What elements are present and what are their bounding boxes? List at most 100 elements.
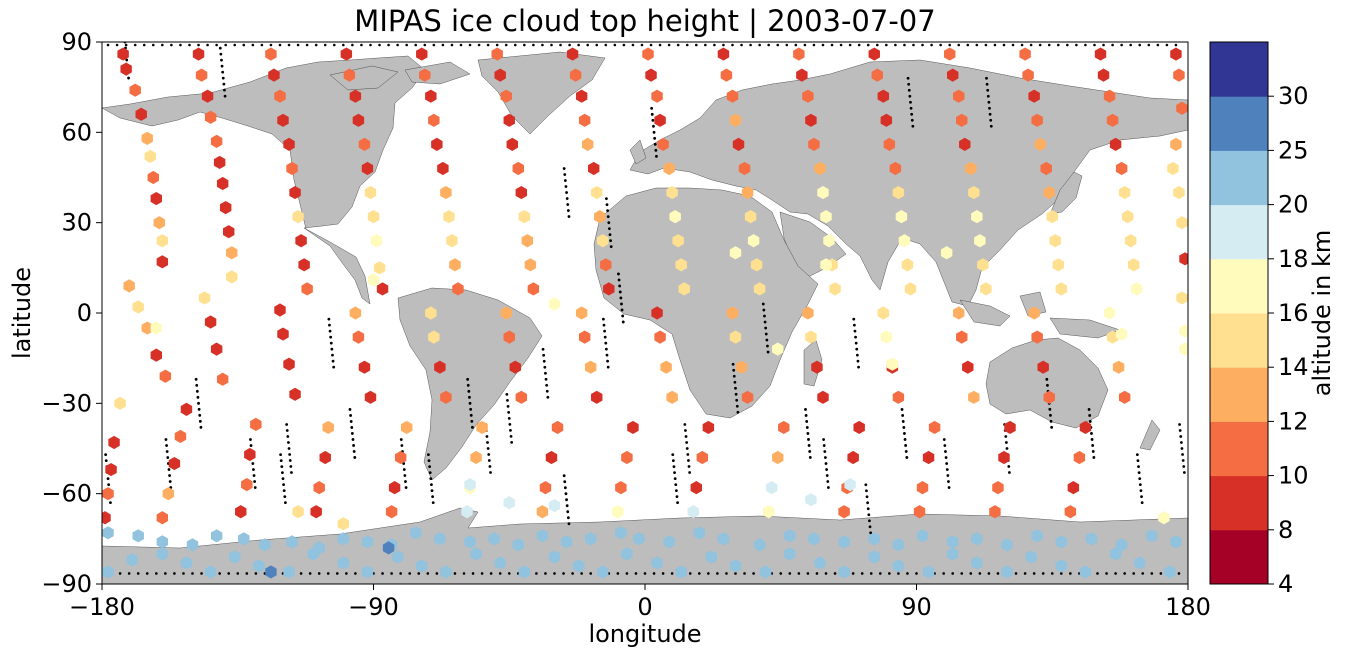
cloud-top-marker: [283, 137, 295, 151]
colorbar-label: altitude in km: [1308, 230, 1336, 397]
pole-track-dot: [625, 572, 629, 575]
track-dot: [608, 233, 612, 237]
pole-track-dot: [378, 43, 381, 47]
cloud-top-marker: [364, 185, 377, 200]
pole-track-dot: [975, 43, 979, 47]
track-dot: [1140, 495, 1143, 499]
track-dot: [651, 118, 655, 122]
cloud-top-marker: [153, 216, 166, 230]
cloud-top-marker: [1055, 559, 1068, 573]
track-dot: [468, 395, 471, 399]
land-british-isles: [629, 139, 647, 165]
track-dot: [822, 438, 825, 441]
track-dot: [1179, 435, 1183, 438]
cloud-top-marker: [367, 273, 380, 287]
track-dot: [287, 441, 290, 444]
land-eurasia: [629, 59, 1188, 307]
pole-track-dot: [432, 43, 436, 47]
pole-track-dot: [269, 43, 273, 47]
cloud-top-marker: [452, 282, 464, 296]
pole-track-dot: [504, 43, 508, 47]
cloud-top-marker: [729, 559, 742, 573]
cloud-top-marker: [1073, 450, 1086, 465]
y-tick-label: −60: [41, 480, 92, 508]
cloud-top-marker: [735, 360, 748, 374]
cloud-top-marker: [548, 499, 561, 513]
track-dot: [853, 329, 857, 333]
track-dot: [545, 389, 549, 393]
track-dot: [507, 410, 511, 414]
cloud-top-marker: [1079, 565, 1092, 579]
pole-track-dot: [1060, 572, 1063, 575]
pole-track-dot: [477, 43, 481, 47]
cloud-top-marker: [663, 535, 675, 549]
track-dot: [673, 477, 677, 481]
track-dot: [288, 453, 292, 456]
cloud-top-marker: [759, 565, 772, 579]
track-dot: [281, 471, 284, 475]
track-dot: [223, 94, 227, 98]
cloud-top-marker: [1004, 420, 1016, 435]
cloud-top-marker: [904, 282, 917, 296]
pole-track-dot: [532, 43, 535, 47]
cloud-top-marker: [615, 481, 627, 495]
pole-track-dot: [622, 43, 626, 47]
track-dot: [606, 215, 610, 219]
track-dot: [675, 495, 679, 499]
cloud-top-marker: [922, 565, 935, 579]
pole-track-dot: [1050, 572, 1054, 575]
pole-track-dot: [951, 572, 954, 575]
cloud-top-marker: [518, 210, 531, 224]
track-dot: [566, 516, 570, 520]
cloud-top-marker: [1167, 161, 1179, 176]
cloud-top-marker: [1109, 547, 1122, 561]
track-dot: [1090, 432, 1093, 435]
cloud-top-marker: [298, 258, 310, 272]
track-dot: [1137, 471, 1141, 475]
pole-track-dot: [987, 572, 991, 575]
pole-track-dot: [486, 43, 490, 47]
cloud-top-marker: [1028, 306, 1040, 320]
pole-track-dot: [752, 572, 755, 575]
cloud-top-marker: [1106, 330, 1119, 344]
cloud-top-marker: [156, 535, 169, 549]
pole-track-dot: [1011, 43, 1015, 47]
cloud-top-marker: [1115, 538, 1128, 552]
cloud-top-marker: [747, 234, 760, 248]
colorbar-tick-label: 20: [1278, 191, 1309, 219]
track-dot: [855, 353, 859, 357]
cloud-top-marker: [431, 137, 443, 151]
cloud-top-marker: [591, 185, 603, 200]
pole-track-dot: [423, 43, 427, 47]
pole-track-dot: [580, 572, 583, 575]
track-dot: [1135, 453, 1139, 457]
cloud-top-marker: [204, 565, 217, 579]
cloud-top-marker: [581, 137, 594, 151]
track-dot: [910, 112, 914, 116]
track-dot: [947, 486, 951, 489]
track-dot: [563, 480, 567, 484]
track-dot: [674, 483, 678, 487]
track-dot: [900, 408, 904, 411]
pole-track-dot: [586, 43, 589, 47]
pole-track-dot: [459, 43, 463, 47]
cloud-top-marker: [222, 225, 235, 239]
track-dot: [685, 441, 689, 444]
track-dot: [609, 239, 612, 243]
cloud-top-marker: [515, 185, 528, 200]
cloud-top-marker: [901, 258, 914, 272]
cloud-top-marker: [883, 137, 896, 151]
pole-track-dot: [978, 572, 982, 575]
track-dot: [805, 426, 809, 429]
cloud-top-marker: [488, 532, 500, 546]
pole-track-dot: [308, 572, 312, 575]
pole-track-dot: [1075, 43, 1078, 47]
cloud-top-marker: [162, 487, 175, 501]
track-dot: [901, 420, 905, 423]
pole-track-dot: [233, 43, 237, 47]
cloud-top-marker: [847, 450, 859, 465]
track-dot: [671, 453, 675, 457]
cloud-top-marker: [319, 450, 331, 465]
cloud-top-marker: [1049, 234, 1061, 248]
cloud-top-marker: [503, 113, 515, 127]
